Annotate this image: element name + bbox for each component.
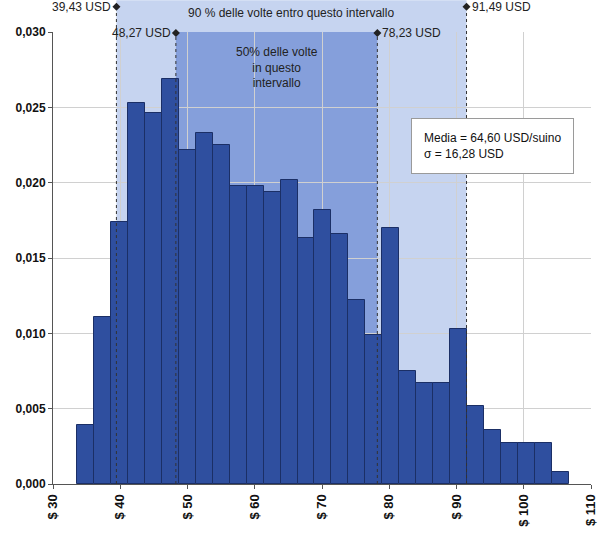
svg-text:$ 80: $ 80	[381, 494, 396, 519]
svg-text:$ 100: $ 100	[516, 494, 531, 527]
svg-text:0,010: 0,010	[16, 327, 46, 341]
svg-text:0,000: 0,000	[16, 477, 46, 491]
svg-text:0,030: 0,030	[16, 25, 46, 39]
svg-text:48,27 USD: 48,27 USD	[112, 26, 171, 40]
svg-text:90 % delle volte entro questo: 90 % delle volte entro questo intervallo	[188, 6, 394, 20]
svg-text:39,43 USD: 39,43 USD	[52, 0, 111, 14]
svg-text:$ 90: $ 90	[449, 494, 464, 519]
svg-text:$ 50: $ 50	[180, 494, 195, 519]
svg-text:0,025: 0,025	[16, 101, 46, 115]
svg-text:91,49 USD: 91,49 USD	[472, 0, 531, 14]
svg-text:$ 110: $ 110	[583, 494, 598, 526]
svg-text:$ 40: $ 40	[112, 494, 127, 519]
svg-text:50% delle voltein questointerv: 50% delle voltein questointervallo	[236, 45, 318, 90]
svg-text:78,23 USD: 78,23 USD	[382, 26, 441, 40]
svg-text:$ 60: $ 60	[247, 494, 262, 519]
svg-text:0,015: 0,015	[16, 251, 46, 265]
svg-text:$ 30: $ 30	[45, 494, 60, 519]
svg-text:$ 70: $ 70	[314, 494, 329, 519]
svg-text:0,020: 0,020	[16, 176, 46, 190]
svg-text:Media = 64,60 USD/suinoσ = 16,: Media = 64,60 USD/suinoσ = 16,28 USD	[424, 131, 561, 161]
svg-text:0,005: 0,005	[16, 402, 46, 416]
